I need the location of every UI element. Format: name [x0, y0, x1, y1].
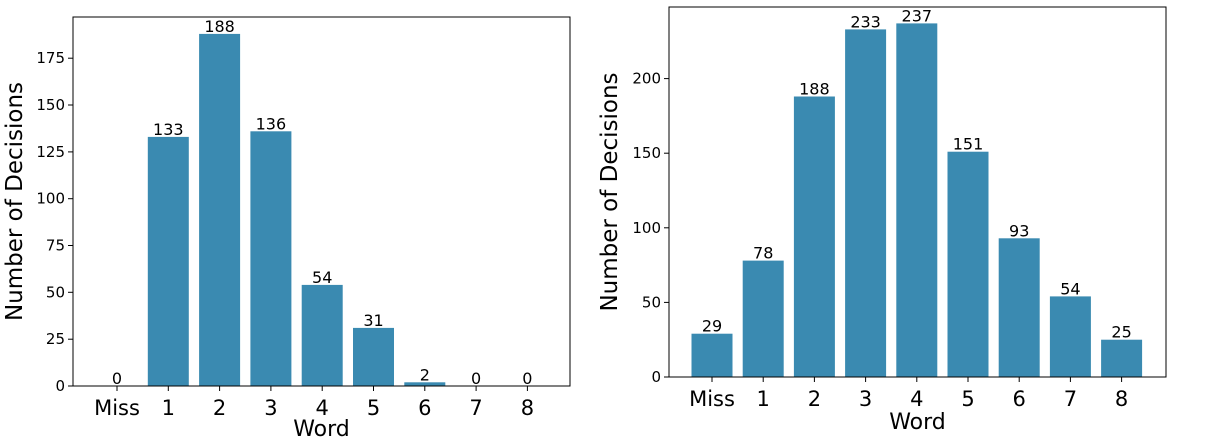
- x-tick-label: Miss: [94, 396, 140, 420]
- y-tick-label: 25: [46, 330, 65, 348]
- bar-6: [998, 238, 1040, 378]
- bar-3: [845, 29, 887, 378]
- bar-3: [250, 131, 292, 386]
- data-label: 31: [363, 311, 383, 330]
- x-tick-label: 2: [213, 396, 226, 420]
- data-label: 25: [1111, 323, 1131, 342]
- bar-1: [742, 260, 784, 377]
- data-label: 136: [256, 114, 287, 133]
- bar-1: [147, 136, 189, 386]
- y-tick-label: 100: [632, 219, 661, 237]
- bar-2: [793, 96, 835, 377]
- x-tick-label: 4: [316, 396, 329, 420]
- x-tick-label: 6: [418, 396, 431, 420]
- data-label: 188: [799, 80, 830, 99]
- x-tick-label: 2: [808, 387, 821, 411]
- y-tick-label: 150: [632, 144, 661, 162]
- bar-6: [404, 382, 446, 386]
- x-tick-label: Miss: [689, 387, 735, 411]
- plot-frame: [72, 16, 571, 387]
- y-axis-title: Number of Decisions: [597, 72, 623, 311]
- y-axis-title: Number of Decisions: [2, 82, 28, 321]
- y-tick-label: 200: [632, 70, 661, 88]
- x-tick-label: 5: [367, 396, 380, 420]
- y-tick-label: 50: [642, 293, 661, 311]
- data-label: 233: [850, 12, 881, 31]
- x-tick-label: 5: [961, 387, 974, 411]
- y-tick-label: 125: [36, 143, 65, 161]
- bar-4: [301, 284, 343, 386]
- data-label: 93: [1009, 221, 1029, 240]
- data-label: 0: [522, 369, 532, 388]
- data-label: 0: [112, 369, 122, 388]
- y-tick-label: 175: [36, 49, 65, 67]
- x-axis-title: Word: [889, 410, 946, 435]
- y-tick-label: 0: [55, 377, 65, 395]
- x-axis-title: Word: [293, 417, 350, 442]
- x-tick-label: 3: [264, 396, 277, 420]
- x-tick-label: 7: [1064, 387, 1077, 411]
- right-bar-chart: 29 Miss 78 1 188 2 233 3 237 4 151 5 93 6 54 7 25 8 0 50 100…: [597, 6, 1167, 435]
- bar-5: [947, 151, 989, 377]
- bar-5: [353, 327, 394, 386]
- data-label: 0: [471, 369, 481, 388]
- x-tick-label: 7: [469, 396, 482, 420]
- data-label: 54: [1060, 279, 1080, 298]
- data-label: 151: [953, 135, 984, 154]
- bar-8: [1101, 339, 1143, 377]
- y-tick-label: 100: [36, 190, 65, 208]
- bar-miss: [691, 333, 733, 377]
- data-label: 133: [153, 120, 184, 139]
- x-tick-label: 6: [1013, 387, 1026, 411]
- data-label: 188: [204, 17, 235, 36]
- data-label: 2: [420, 365, 430, 384]
- bar-2: [199, 33, 241, 387]
- data-label: 78: [753, 244, 773, 263]
- left-bar-chart: 0 Miss 133 1 188 2 136 3 54 4 31 5 2 6 0 7 0 8 0 25 50 75 100 1…: [2, 16, 571, 442]
- x-tick-label: 8: [1115, 387, 1128, 411]
- x-tick-label: 1: [757, 387, 770, 411]
- y-tick-label: 50: [46, 283, 65, 301]
- data-label: 54: [312, 268, 332, 287]
- data-label: 29: [702, 317, 722, 336]
- x-tick-label: 1: [162, 396, 175, 420]
- y-tick-label: 150: [36, 96, 65, 114]
- y-tick-label: 75: [46, 237, 65, 255]
- x-tick-label: 3: [859, 387, 872, 411]
- bar-7: [1049, 296, 1091, 377]
- bar-4: [896, 23, 938, 378]
- plot-frame: [668, 6, 1167, 378]
- y-tick-label: 0: [651, 368, 661, 386]
- x-tick-label: 4: [910, 387, 923, 411]
- data-label: 237: [902, 6, 933, 25]
- x-tick-label: 8: [521, 396, 534, 420]
